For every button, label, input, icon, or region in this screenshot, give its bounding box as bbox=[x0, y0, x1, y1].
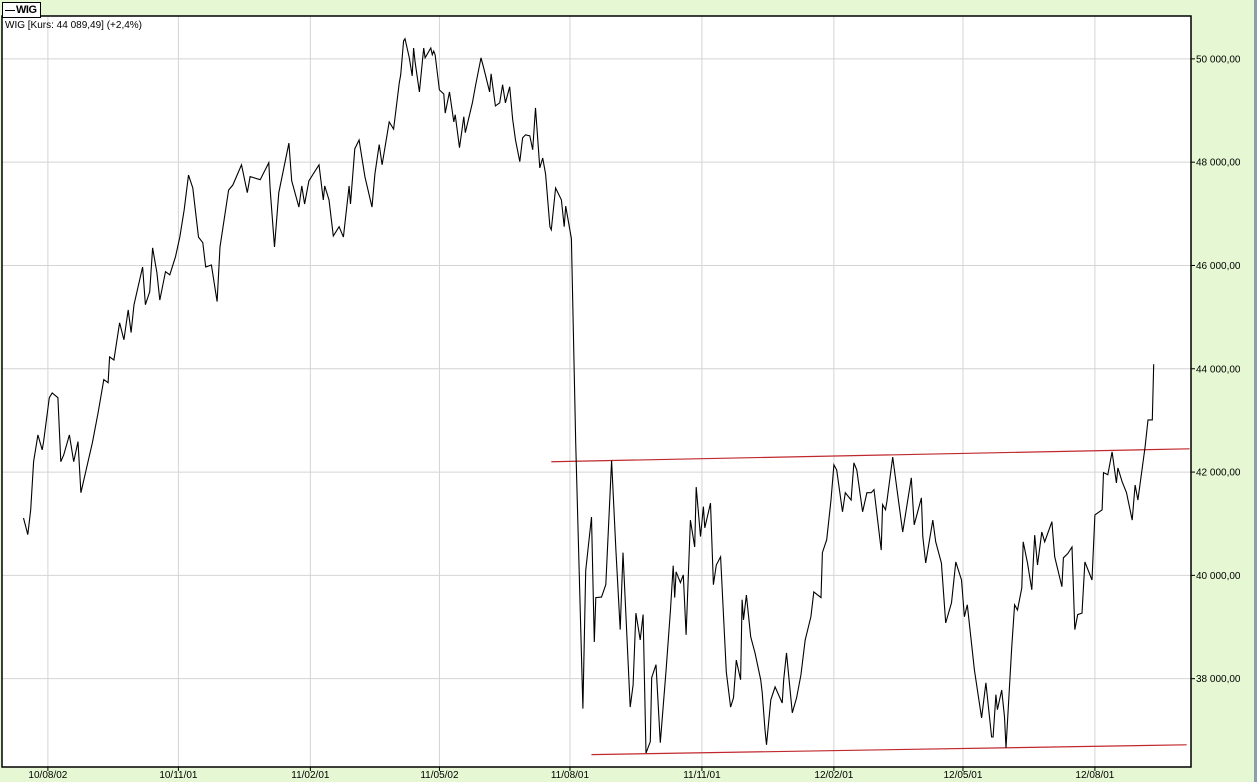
x-tick-label: 11/11/01 bbox=[683, 770, 721, 781]
trendline bbox=[551, 448, 1190, 463]
legend[interactable]: WIG bbox=[2, 2, 41, 18]
y-tick-label: 44 000,00 bbox=[1196, 364, 1241, 375]
x-tick-label: 11/02/01 bbox=[291, 770, 330, 781]
trendline bbox=[591, 744, 1187, 756]
y-tick-label: 42 000,00 bbox=[1196, 468, 1241, 479]
window-edge bbox=[1254, 0, 1257, 782]
plot-area bbox=[2, 16, 1191, 767]
y-tick-label: 40 000,00 bbox=[1196, 571, 1241, 582]
legend-line-icon bbox=[5, 9, 15, 11]
series-line-wig bbox=[22, 37, 1155, 754]
trendlines bbox=[551, 448, 1190, 756]
y-tick-label: 38 000,00 bbox=[1196, 674, 1241, 685]
y-tick-label: 46 000,00 bbox=[1196, 261, 1241, 272]
x-tick-label: 12/02/01 bbox=[814, 770, 853, 781]
legend-label: WIG bbox=[16, 4, 37, 16]
grid bbox=[2, 16, 1191, 767]
price-info-label: WIG [Kurs: 44 089,49] (+2,4%) bbox=[5, 20, 143, 31]
x-tick-label: 10/11/01 bbox=[159, 770, 198, 781]
x-tick-label: 11/05/02 bbox=[420, 770, 459, 781]
y-tick-label: 48 000,00 bbox=[1196, 158, 1241, 169]
x-tick-label: 11/08/01 bbox=[551, 770, 590, 781]
x-axis: 10/08/02 10/11/01 11/02/01 11/05/02 11/08/01… bbox=[28, 767, 1115, 781]
x-tick-label: 12/08/01 bbox=[1075, 770, 1114, 781]
plot-border bbox=[1, 15, 1192, 768]
x-tick-label: 12/05/01 bbox=[943, 770, 982, 781]
y-axis: 38 000,00 40 000,00 42 000,00 44 000,00 46 0… bbox=[1191, 54, 1241, 685]
y-tick-label: 50 000,00 bbox=[1196, 54, 1241, 65]
x-tick-label: 10/08/02 bbox=[28, 770, 67, 781]
